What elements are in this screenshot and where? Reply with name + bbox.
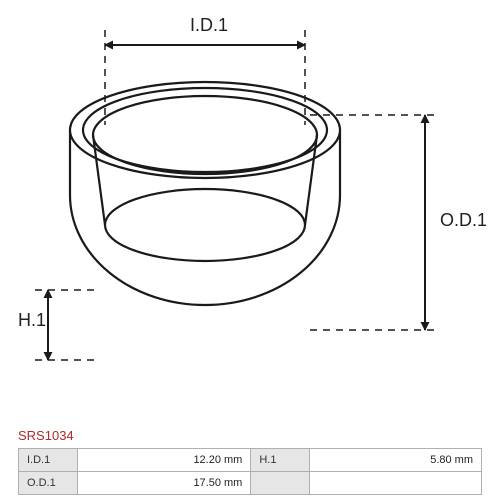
- label-od1: O.D.1: [440, 210, 487, 231]
- diagram-svg: [0, 0, 500, 420]
- cell-label: H.1: [251, 449, 309, 472]
- cell-label: O.D.1: [19, 472, 78, 495]
- cell-value: 5.80 mm: [309, 449, 481, 472]
- table-row: I.D.1 12.20 mm H.1 5.80 mm: [19, 449, 482, 472]
- cell-value: 12.20 mm: [78, 449, 251, 472]
- spec-table: I.D.1 12.20 mm H.1 5.80 mm O.D.1 17.50 m…: [18, 448, 482, 495]
- label-id1: I.D.1: [190, 15, 228, 36]
- part-code: SRS1034: [18, 428, 74, 443]
- table-row: O.D.1 17.50 mm: [19, 472, 482, 495]
- technical-diagram: I.D.1 O.D.1 H.1: [0, 0, 500, 420]
- cell-value: [309, 472, 481, 495]
- cell-value: 17.50 mm: [78, 472, 251, 495]
- cell-label: I.D.1: [19, 449, 78, 472]
- label-h1: H.1: [18, 310, 46, 331]
- cell-label: [251, 472, 309, 495]
